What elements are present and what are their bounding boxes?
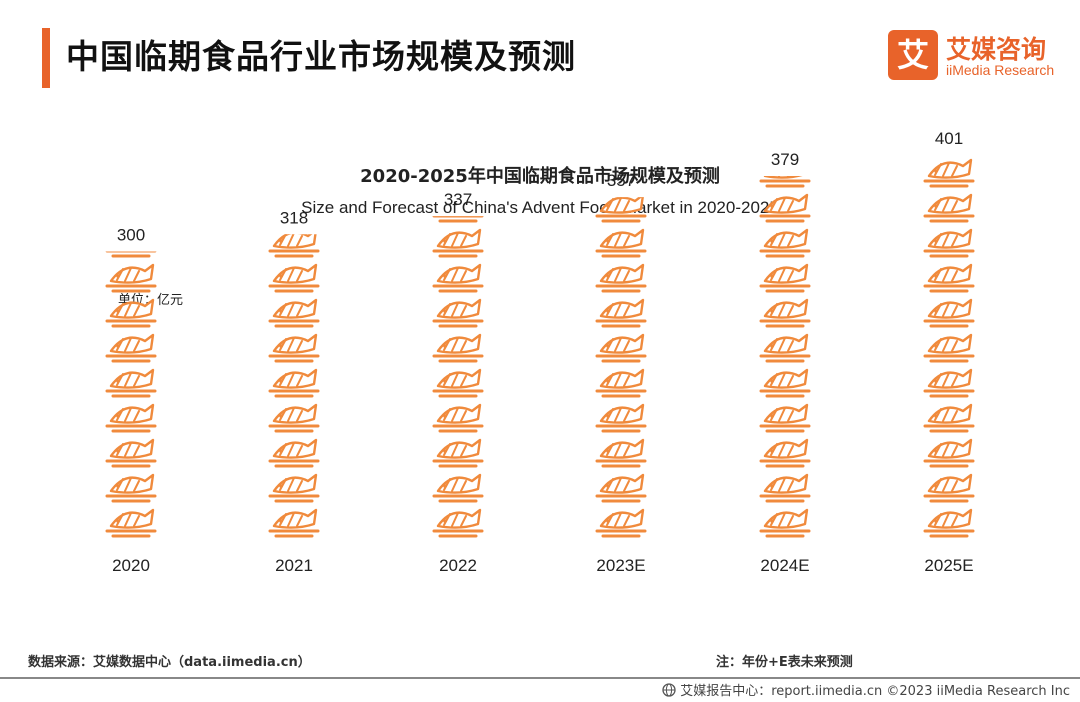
- forecast-note: 注：年份+E表未来预测: [716, 655, 853, 670]
- category-label-2021: 2021: [275, 556, 313, 575]
- globe-icon: [662, 683, 676, 697]
- value-label-2022: 337: [444, 190, 472, 209]
- category-label-2024E: 2024E: [760, 556, 809, 575]
- footer-credit: 艾媒报告中心：report.iimedia.cn ©2023 iiMedia R…: [662, 680, 1070, 699]
- category-label-2023E: 2023E: [596, 556, 645, 575]
- category-label-2022: 2022: [439, 556, 477, 575]
- bar-2021: [268, 234, 320, 538]
- brand-logo: 艾 艾媒咨询 iiMedia Research: [888, 30, 1068, 82]
- value-label-2023E: 357: [607, 171, 635, 190]
- bar-2022: [432, 216, 484, 538]
- chart-subtitle: Size and Forecast of China's Advent Food…: [301, 198, 779, 217]
- value-label-2024E: 379: [771, 150, 799, 169]
- value-label-2020: 300: [117, 226, 145, 245]
- logo-name-cn: 艾媒咨询: [946, 35, 1047, 64]
- bar-2025E: [923, 158, 975, 538]
- category-label-2025E: 2025E: [924, 556, 973, 575]
- logo-name-en: iiMedia Research: [946, 62, 1055, 78]
- pictogram-bar-chart: 300 2020 318 2021 337 2022 357 2023E 379 2024E 401…: [105, 129, 975, 575]
- logo-mark: 艾: [888, 30, 938, 80]
- chart-title: 2020-2025年中国临期食品市场规模及预测: [360, 166, 720, 187]
- page-title: 中国临期食品行业市场规模及预测: [66, 37, 576, 76]
- value-label-2025E: 401: [935, 129, 963, 148]
- footer-credit-text: 艾媒报告中心：report.iimedia.cn ©2023 iiMedia R…: [680, 684, 1070, 699]
- footer-divider: [0, 677, 1080, 679]
- bar-2024E: [759, 176, 811, 538]
- title-accent-bar: [42, 28, 50, 88]
- value-label-2021: 318: [280, 208, 308, 227]
- category-label-2020: 2020: [112, 556, 150, 575]
- bar-2023E: [595, 197, 647, 538]
- bar-2020: [105, 251, 157, 538]
- data-source: 数据来源：艾媒数据中心（data.iimedia.cn）: [28, 655, 311, 670]
